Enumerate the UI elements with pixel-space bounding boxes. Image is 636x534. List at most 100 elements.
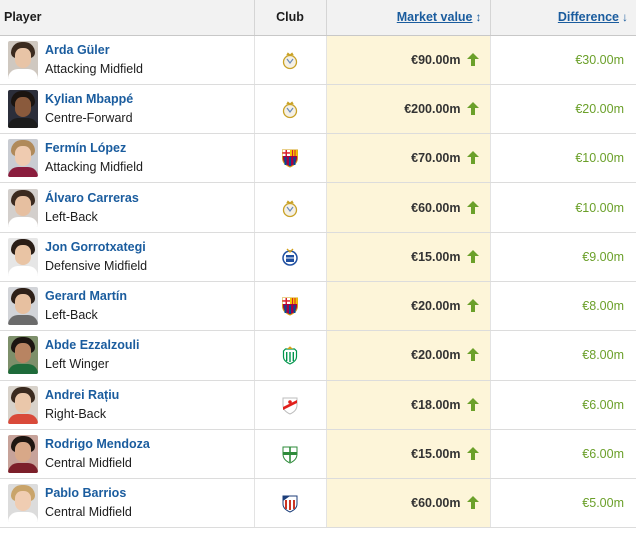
fc-barcelona-crest-icon[interactable] [281,148,299,168]
table-header: Player Club Market value ↕ Difference ↓ [0,0,636,36]
player-name-link[interactable]: Rodrigo Mendoza [45,437,150,452]
player-cell: Gerard Martín Left-Back [0,281,255,332]
real-madrid-crest-icon[interactable] [281,198,299,218]
player-name-link[interactable]: Abde Ezzalzouli [45,338,140,353]
player-name-link[interactable]: Álvaro Carreras [45,190,139,205]
club-crest-link[interactable] [281,395,299,415]
trend-up-arrow-icon [466,249,479,263]
club-crest-link[interactable] [281,296,299,316]
market-value: €90.00m [411,52,461,67]
table-row: Arda Güler Attacking Midfield €90.00m €30.0… [0,35,636,85]
market-value: €15.00m [411,249,461,264]
player-photo[interactable] [8,385,38,424]
market-value: €15.00m [411,447,461,462]
player-cell: Kylian Mbappé Centre-Forward [0,84,255,135]
difference-value: €30.00m [575,52,624,67]
player-position: Left-Back [45,308,98,323]
trend-up-arrow-icon [466,52,479,66]
player-photo[interactable] [8,336,38,375]
player-name-link[interactable]: Jon Gorrotxategi [45,239,146,254]
trend-up-arrow-icon [466,496,479,510]
player-position: Defensive Midfield [45,258,148,273]
difference-cell: €6.00m [490,380,636,430]
header-market-value-label[interactable]: Market value [396,10,473,25]
player-name-link[interactable]: Kylian Mbappé [45,91,134,106]
trend-up-arrow-icon [466,101,479,115]
market-value-cell: €20.00m [326,281,491,332]
player-photo[interactable] [8,139,38,178]
player-name-link[interactable]: Pablo Barrios [45,486,127,501]
player-photo[interactable] [8,435,38,474]
sort-descending-icon[interactable]: ↓ [622,10,628,25]
table-row: Álvaro Carreras Left-Back €60.00m €10.00m [0,182,636,233]
atletico-madrid-crest-icon[interactable] [281,493,299,513]
player-name-link[interactable]: Andrei Rațiu [45,387,120,402]
difference-cell: €9.00m [490,232,636,282]
player-photo[interactable] [8,287,38,326]
club-cell [254,380,327,430]
table-row: Gerard Martín Left-Back €20.00m €8.00m [0,281,636,332]
player-cell: Arda Güler Attacking Midfield [0,35,255,85]
real-madrid-crest-icon[interactable] [281,50,299,70]
difference-cell: €6.00m [490,429,636,480]
difference-value: €10.00m [575,151,624,166]
market-value: €60.00m [411,496,461,511]
market-value-cell: €15.00m [326,429,491,480]
elche-crest-icon[interactable] [281,444,299,464]
club-cell [254,84,327,135]
club-crest-link[interactable] [281,50,299,70]
club-crest-link[interactable] [281,148,299,168]
real-madrid-crest-icon[interactable] [281,99,299,119]
sort-market-value-link[interactable]: Market value ↕ [397,10,482,24]
club-crest-link[interactable] [281,493,299,513]
player-cell: Andrei Rațiu Right-Back [0,380,255,430]
real-betis-crest-icon[interactable] [281,345,299,366]
difference-cell: €5.00m [490,478,636,529]
trend-up-arrow-icon [466,397,479,411]
market-value: €20.00m [411,348,461,363]
club-crest-link[interactable] [281,99,299,119]
player-name-link[interactable]: Arda Güler [45,42,110,57]
header-market-value[interactable]: Market value ↕ [326,0,491,36]
club-cell [254,429,327,480]
market-value-cell: €20.00m [326,330,491,381]
player-position: Central Midfield [45,505,132,520]
club-cell [254,35,327,85]
market-value: €200.00m [404,101,461,116]
difference-cell: €8.00m [490,281,636,332]
market-value-cell: €60.00m [326,478,491,529]
player-cell: Fermín López Attacking Midfield [0,133,255,184]
club-crest-link[interactable] [281,345,299,366]
player-cell: Rodrigo Mendoza Central Midfield [0,429,255,480]
table-row: Andrei Rațiu Right-Back €18.00m €6.00m [0,380,636,430]
sort-both-icon[interactable]: ↕ [475,10,482,25]
real-sociedad-crest-icon[interactable] [281,247,299,267]
player-photo[interactable] [8,40,38,79]
player-photo[interactable] [8,237,38,276]
player-photo[interactable] [8,188,38,227]
player-position: Central Midfield [45,456,132,471]
player-position: Attacking Midfield [45,160,143,175]
player-name-link[interactable]: Fermín López [45,141,127,156]
difference-value: €8.00m [582,348,624,363]
club-crest-link[interactable] [281,198,299,218]
player-photo[interactable] [8,89,38,128]
sort-difference-link[interactable]: Difference ↓ [558,10,628,24]
player-name-link[interactable]: Gerard Martín [45,289,127,304]
header-difference-label[interactable]: Difference [557,10,619,25]
player-photo[interactable] [8,484,38,523]
player-position: Centre-Forward [45,110,133,125]
club-cell [254,330,327,381]
rayo-vallecano-crest-icon[interactable] [281,395,299,415]
club-cell [254,133,327,184]
difference-value: €20.00m [575,101,624,116]
header-player-label: Player [4,10,42,25]
trend-up-arrow-icon [466,348,479,362]
fc-barcelona-crest-icon[interactable] [281,296,299,316]
header-difference[interactable]: Difference ↓ [490,0,636,36]
market-value-cell: €60.00m [326,182,491,233]
market-value-cell: €200.00m [326,84,491,135]
club-crest-link[interactable] [281,247,299,267]
club-crest-link[interactable] [281,444,299,464]
trend-up-arrow-icon [466,299,479,313]
